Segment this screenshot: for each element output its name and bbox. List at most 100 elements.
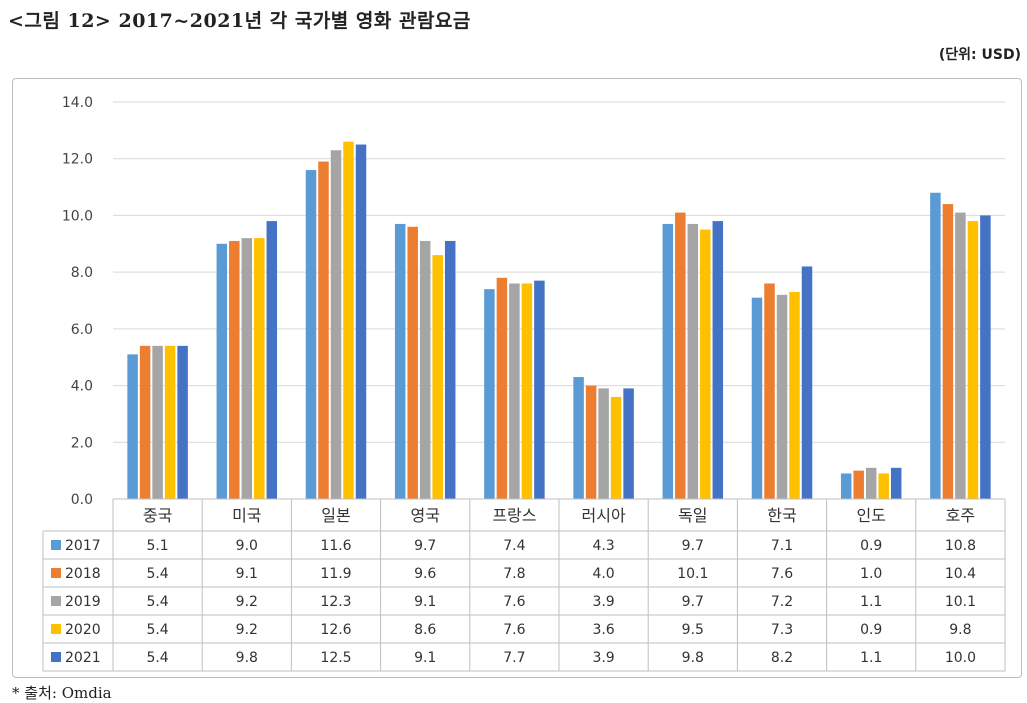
bar-2019 bbox=[776, 294, 788, 499]
legend-key-2021 bbox=[51, 652, 61, 662]
y-tick-label: 6.0 bbox=[71, 322, 93, 338]
legend-label: 2021 bbox=[65, 650, 101, 666]
table-value: 7.6 bbox=[503, 594, 525, 610]
bar-2020 bbox=[700, 229, 711, 499]
table-value: 9.7 bbox=[682, 538, 704, 554]
bar-2017 bbox=[305, 170, 317, 500]
bar-2017 bbox=[484, 289, 495, 499]
bar-2020 bbox=[610, 396, 622, 499]
table-value: 10.4 bbox=[945, 566, 976, 582]
category-label: 프랑스 bbox=[492, 506, 536, 525]
table-value: 7.3 bbox=[771, 622, 793, 638]
category-label: 영국 bbox=[410, 506, 439, 525]
category-label: 한국 bbox=[767, 506, 796, 525]
table-value: 7.1 bbox=[771, 538, 793, 554]
table-value: 10.1 bbox=[945, 594, 976, 610]
table-value: 7.6 bbox=[503, 622, 525, 638]
bar-2019 bbox=[419, 240, 431, 499]
bar-2020 bbox=[521, 283, 533, 499]
table-value: 1.0 bbox=[860, 566, 882, 582]
bar-2017 bbox=[930, 192, 941, 499]
category-label: 호주 bbox=[946, 506, 975, 525]
bar-2018 bbox=[139, 345, 151, 499]
table-value: 9.2 bbox=[236, 622, 258, 638]
category-label: 일본 bbox=[321, 506, 350, 525]
y-tick-label: 14.0 bbox=[62, 95, 93, 111]
table-value: 5.4 bbox=[146, 622, 168, 638]
unit-label: (단위: USD) bbox=[938, 47, 1021, 63]
table-value: 9.8 bbox=[949, 622, 971, 638]
table-value: 11.6 bbox=[320, 538, 351, 554]
table-value: 9.7 bbox=[414, 538, 436, 554]
y-tick-label: 10.0 bbox=[62, 208, 93, 224]
bar-2020 bbox=[164, 345, 176, 499]
legend-label: 2018 bbox=[65, 566, 101, 582]
figure-title: <그림 12> 2017~2021년 각 국가별 영화 관람요금 bbox=[8, 10, 471, 32]
legend-key-2020 bbox=[51, 624, 61, 634]
table-value: 0.9 bbox=[860, 622, 882, 638]
legend-key-2017 bbox=[51, 540, 61, 550]
bar-2021 bbox=[355, 144, 367, 499]
bar-2021 bbox=[980, 215, 991, 499]
bar-2019 bbox=[152, 345, 163, 499]
y-tick-label: 12.0 bbox=[62, 152, 93, 168]
bar-2018 bbox=[496, 277, 508, 499]
bar-2017 bbox=[127, 354, 138, 499]
category-label: 러시아 bbox=[582, 506, 626, 525]
table-value: 10.8 bbox=[945, 538, 976, 554]
bar-2020 bbox=[789, 291, 800, 499]
y-tick-label: 8.0 bbox=[71, 265, 93, 281]
bar-2018 bbox=[407, 226, 418, 499]
table-value: 11.9 bbox=[320, 566, 351, 582]
legend-key-2019 bbox=[51, 596, 61, 606]
bar-2018 bbox=[764, 283, 775, 499]
table-value: 3.9 bbox=[592, 650, 614, 666]
table-value: 7.6 bbox=[771, 566, 793, 582]
table-value: 9.1 bbox=[414, 650, 436, 666]
category-label: 인도 bbox=[856, 506, 885, 525]
table-value: 8.6 bbox=[414, 622, 436, 638]
table-value: 7.7 bbox=[503, 650, 525, 666]
bar-2021 bbox=[266, 221, 278, 499]
table-value: 7.2 bbox=[771, 594, 793, 610]
y-tick-label: 0.0 bbox=[71, 492, 93, 508]
table-value: 4.3 bbox=[592, 538, 614, 554]
bar-2020 bbox=[343, 141, 354, 499]
bar-2017 bbox=[840, 473, 852, 499]
bar-2019 bbox=[509, 283, 520, 499]
y-tick-label: 2.0 bbox=[71, 435, 93, 451]
bar-chart: 0.0 2.0 4.0 6.0 8.0 10.0 12.0 14.0 중국 미국 일본 영국 프랑스 러시… bbox=[42, 95, 1006, 672]
bar-2018 bbox=[942, 204, 954, 499]
bar-2020 bbox=[432, 255, 443, 499]
table-value: 5.4 bbox=[146, 566, 168, 582]
table-value: 9.7 bbox=[682, 594, 704, 610]
bar-2017 bbox=[573, 377, 584, 499]
table-value: 0.9 bbox=[860, 538, 882, 554]
bar-2021 bbox=[623, 388, 634, 499]
table-value: 9.8 bbox=[682, 650, 704, 666]
bar-2017 bbox=[751, 297, 763, 499]
table-value: 5.4 bbox=[146, 594, 168, 610]
table-value: 9.1 bbox=[236, 566, 258, 582]
bar-2021 bbox=[801, 266, 813, 499]
legend-label: 2020 bbox=[65, 622, 101, 638]
table-value: 7.8 bbox=[503, 566, 525, 582]
bar-2019 bbox=[865, 467, 877, 499]
table-value: 5.1 bbox=[146, 538, 168, 554]
bar-2020 bbox=[254, 238, 265, 499]
table-value: 9.1 bbox=[414, 594, 436, 610]
bar-2020 bbox=[967, 221, 979, 499]
table-value: 4.0 bbox=[592, 566, 614, 582]
bar-2018 bbox=[853, 470, 864, 499]
y-tick-label: 4.0 bbox=[71, 379, 93, 395]
bar-2018 bbox=[318, 161, 329, 500]
legend-label: 2019 bbox=[65, 594, 101, 610]
bar-2019 bbox=[955, 212, 966, 500]
table-value: 3.9 bbox=[592, 594, 614, 610]
table-value: 12.6 bbox=[320, 622, 351, 638]
table-value: 9.8 bbox=[236, 650, 258, 666]
table-value: 12.3 bbox=[320, 594, 351, 610]
bar-2018 bbox=[229, 240, 240, 499]
table-value: 9.6 bbox=[414, 566, 436, 582]
legend-label: 2017 bbox=[65, 538, 101, 554]
